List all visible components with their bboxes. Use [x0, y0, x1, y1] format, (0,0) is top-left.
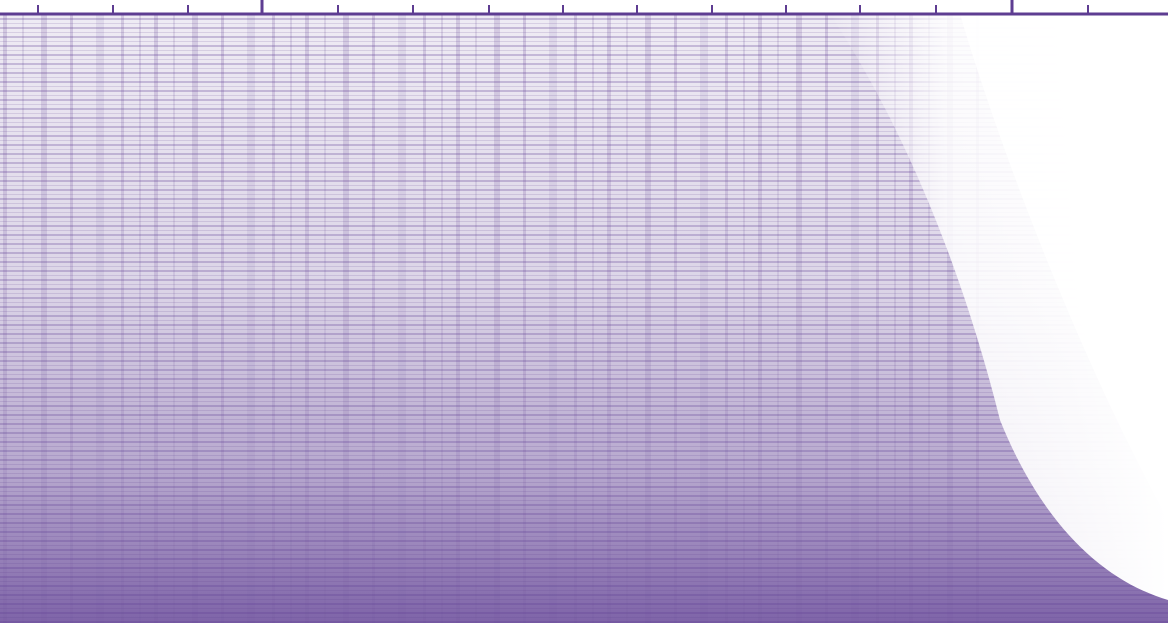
chart — [0, 0, 1168, 623]
axis-ticks — [38, 0, 1088, 14]
column-stripes — [0, 14, 1000, 623]
top-axis — [0, 0, 1168, 14]
page: {"chart_data": {"type": "heatmap", "colo… — [0, 0, 1168, 623]
